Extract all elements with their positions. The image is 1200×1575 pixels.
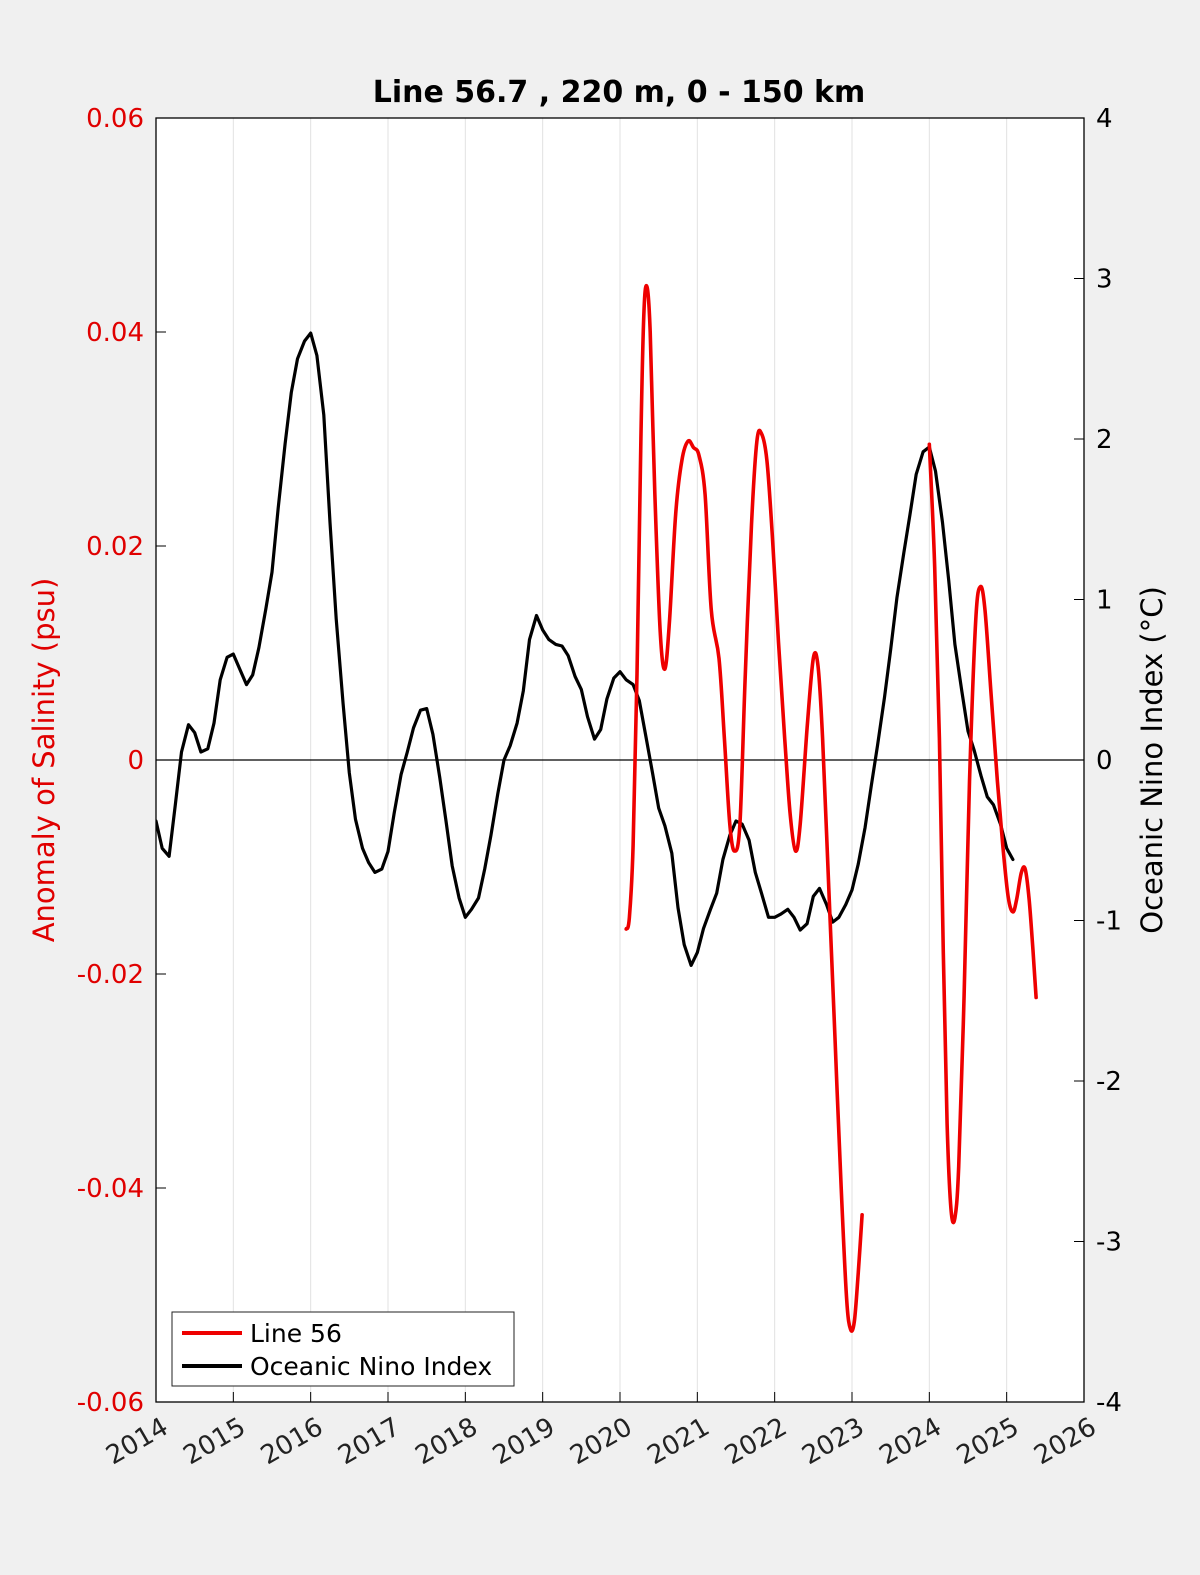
tick-label-y-right: 0 [1096,746,1113,776]
tick-label-y-right: 4 [1096,104,1113,134]
legend-label-line-56: Line 56 [250,1319,342,1348]
chart-title: Line 56.7 , 220 m, 0 - 150 km [373,75,866,110]
legend-box [171,1311,515,1387]
tick-label-y-left: 0.02 [86,532,144,562]
tick-label-y-right: -1 [1096,907,1122,937]
tick-label-y-right: 2 [1096,425,1113,455]
tick-label-y-right: 1 [1096,586,1113,616]
series-line-56-segment [927,442,1038,1225]
tick-label-y-right: -4 [1096,1388,1122,1418]
legend: Line 56 Oceanic Nino Index [171,1311,515,1387]
y-axis-label-right: Oceanic Nino Index (°C) [1135,586,1169,934]
axis-ticks [155,117,1085,1403]
tick-label-y-left: -0.02 [77,960,144,990]
tick-label-y-left: -0.06 [77,1388,144,1418]
tick-label-y-right: -3 [1096,1228,1122,1258]
tick-label-y-right: 3 [1096,265,1113,295]
series-group [156,283,1038,1333]
series-line-oni [156,331,1015,968]
legend-label-oni: Oceanic Nino Index [250,1352,492,1381]
tick-label-y-left: 0.06 [86,104,144,134]
tick-label-y-left: 0 [127,746,144,776]
series-line-56-segment [624,283,864,1333]
tick-label-y-left: 0.04 [86,318,144,348]
y-axis-label-left: Anomaly of Salinity (psu) [27,578,61,943]
tick-label-y-left: -0.04 [77,1174,144,1204]
tick-label-y-right: -2 [1096,1067,1122,1097]
